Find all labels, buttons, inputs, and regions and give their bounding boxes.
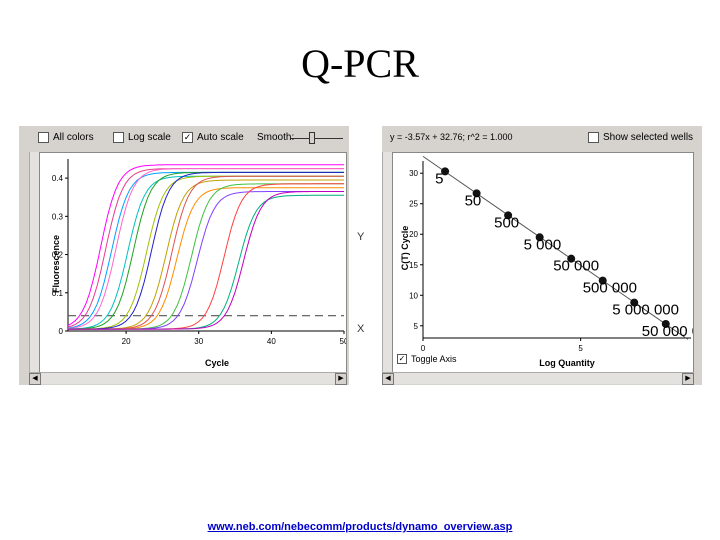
std-ylabel: C(T) Cycle — [400, 226, 410, 271]
standard-point — [661, 319, 670, 328]
standard-curve-panel: y = -3.57x + 32.76; r^2 = 1.000 Show sel… — [382, 126, 717, 385]
smooth-slider-thumb[interactable] — [309, 132, 315, 144]
std-y-tick-label: 5 — [414, 322, 419, 331]
std-y-tick-label: 30 — [409, 169, 418, 178]
smooth-label: Smooth: — [257, 132, 295, 143]
toggle-axis-box[interactable]: ✓ — [397, 354, 407, 364]
x-axis-toggle[interactable]: X — [357, 323, 365, 335]
amp-y-tick-label: 0.3 — [52, 212, 64, 221]
scroll-left-arrow-icon[interactable]: ◀ — [29, 373, 41, 385]
amplification-plot: Fluorescence Cycle 0 0.1 0.2 0.3 0.4 20 30 40 50 — [39, 152, 349, 376]
amplification-curve — [67, 175, 344, 330]
standard-point-label: 5 000 — [524, 236, 562, 253]
scroll-left-arrow-icon[interactable]: ◀ — [382, 373, 394, 385]
auto-scale-label: Auto scale — [197, 132, 244, 143]
all-colors-box[interactable] — [38, 132, 49, 143]
regression-equation: y = -3.57x + 32.76; r^2 = 1.000 — [390, 132, 513, 142]
amp-x-tick-label: 20 — [122, 337, 131, 346]
smooth-slider-track[interactable] — [291, 138, 343, 139]
std-y-tick-label: 25 — [409, 200, 418, 209]
amplification-curve — [67, 168, 344, 329]
amp-xlabel: Cycle — [205, 358, 229, 368]
amp-x-tick-label: 30 — [194, 337, 203, 346]
amplification-chart: Fluorescence Cycle 0 0.1 0.2 0.3 0.4 20 30 40 50 — [51, 159, 349, 368]
show-selected-wells-box[interactable] — [588, 132, 599, 143]
amp-y-tick-label: 0.1 — [52, 289, 64, 298]
standard-point — [598, 276, 607, 285]
all-colors-label: All colors — [53, 132, 94, 143]
amplification-curve — [68, 175, 344, 330]
log-scale-box[interactable] — [113, 132, 124, 143]
amp-x-tick-label: 50 — [340, 337, 346, 346]
amplification-curve — [68, 179, 344, 330]
standard-point — [441, 167, 450, 176]
std-y-tick-label: 10 — [409, 291, 418, 300]
standard-point-label: 5 000 000 — [612, 302, 679, 319]
standard-point-label: 50 000 — [553, 258, 599, 275]
y-axis-toggle[interactable]: Y — [357, 231, 365, 243]
amp-x-tick-label: 40 — [267, 337, 276, 346]
standard-point — [630, 298, 639, 307]
auto-scale-box[interactable]: ✓ — [182, 132, 193, 143]
standard-point-label: 5 — [435, 170, 443, 187]
amplification-curve — [68, 183, 344, 330]
standard-curve-plot: C(T) Cycle Log Quantity 5 10 15 20 25 30 0 5 5 50… — [392, 152, 717, 376]
amplification-curve — [67, 164, 344, 326]
amplification-curve — [68, 191, 344, 330]
source-link[interactable]: www.neb.com/nebecomm/products/dynamo_ove… — [207, 521, 513, 533]
log-scale-label: Log scale — [128, 132, 171, 143]
scroll-right-arrow-icon[interactable]: ▶ — [335, 373, 347, 385]
amp-ylabel: Fluorescence — [51, 235, 61, 293]
show-selected-wells-checkbox[interactable]: Show selected wells — [588, 132, 693, 143]
right-horizontal-scrollbar[interactable]: ◀ ▶ — [382, 372, 694, 385]
standard-point-label: 500 000 — [583, 280, 637, 297]
amp-y-tick-label: 0 — [59, 327, 64, 336]
std-y-tick-label: 15 — [409, 261, 418, 270]
standard-point-label: 500 — [494, 214, 519, 231]
standard-point — [472, 189, 481, 198]
regression-line — [422, 155, 689, 340]
slide-title: Q-PCR — [301, 41, 419, 86]
standard-curve-toolbar: y = -3.57x + 32.76; r^2 = 1.000 Show sel… — [382, 126, 702, 152]
left-vertical-ruler[interactable] — [29, 152, 40, 374]
standard-point — [504, 211, 513, 220]
amplification-curve — [68, 171, 344, 330]
amplification-curve — [68, 183, 344, 330]
standard-curve-chart: C(T) Cycle Log Quantity 5 10 15 20 25 30 0 5 5 50… — [400, 155, 717, 368]
scroll-right-arrow-icon[interactable]: ▶ — [682, 373, 694, 385]
std-x-tick-label: 0 — [421, 344, 426, 353]
amplification-curve — [68, 175, 344, 330]
right-vertical-ruler[interactable] — [382, 152, 393, 374]
standard-point — [535, 233, 544, 242]
amplification-panel: All colors Log scale ✓ Auto scale Smooth… — [19, 126, 364, 385]
log-scale-checkbox[interactable]: Log scale — [113, 132, 171, 143]
show-selected-wells-label: Show selected wells — [603, 132, 694, 143]
toggle-axis-checkbox[interactable]: ✓ Toggle Axis — [397, 354, 457, 364]
toggle-axis-label: Toggle Axis — [411, 354, 457, 364]
standard-point — [567, 254, 576, 263]
left-horizontal-scrollbar[interactable]: ◀ ▶ — [29, 372, 347, 385]
standard-point-label: 50 — [465, 192, 482, 209]
std-y-tick-label: 20 — [409, 230, 418, 239]
standard-point-label: 50 000 000 — [642, 323, 693, 340]
amp-y-tick-label: 0.4 — [52, 174, 64, 183]
amp-y-tick-label: 0.2 — [52, 251, 64, 260]
amplification-toolbar: All colors Log scale ✓ Auto scale Smooth… — [19, 126, 349, 152]
std-xlabel: Log Quantity — [539, 358, 595, 368]
all-colors-checkbox[interactable]: All colors — [38, 132, 94, 143]
std-x-tick-label: 5 — [578, 344, 583, 353]
auto-scale-checkbox[interactable]: ✓ Auto scale — [182, 132, 244, 143]
